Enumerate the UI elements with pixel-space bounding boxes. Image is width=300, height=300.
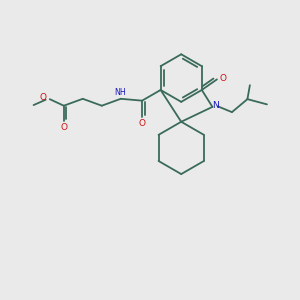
Text: O: O bbox=[60, 123, 67, 132]
Text: NH: NH bbox=[115, 88, 126, 98]
Text: O: O bbox=[219, 74, 226, 83]
Text: O: O bbox=[139, 119, 145, 128]
Text: N: N bbox=[213, 101, 219, 110]
Text: O: O bbox=[40, 94, 47, 103]
